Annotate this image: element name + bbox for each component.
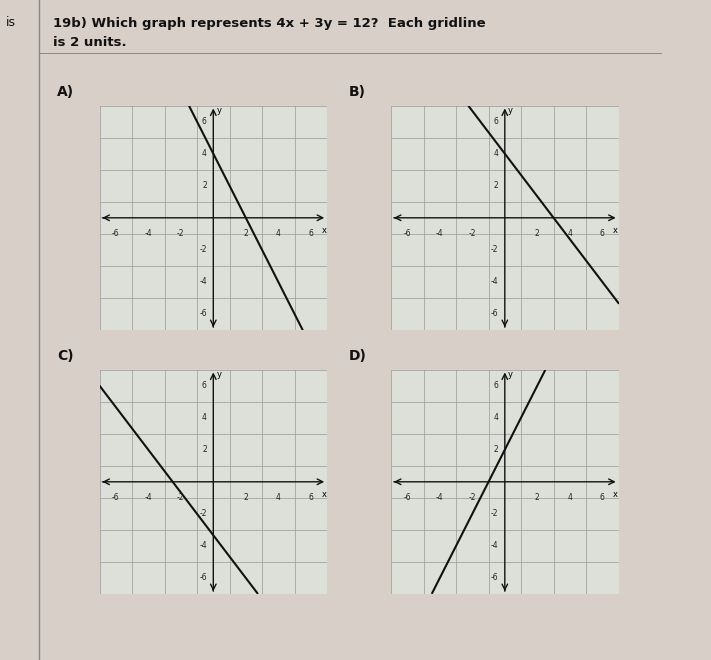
Text: 2: 2: [243, 229, 248, 238]
Text: -2: -2: [199, 246, 207, 254]
Text: -6: -6: [199, 574, 207, 583]
Text: x: x: [613, 490, 618, 499]
Text: -4: -4: [491, 277, 498, 286]
Text: 2: 2: [493, 182, 498, 190]
Text: x: x: [321, 490, 326, 499]
Text: 19b) Which graph represents 4x + 3y = 12?  Each gridline: 19b) Which graph represents 4x + 3y = 12…: [53, 16, 486, 30]
Text: 4: 4: [493, 149, 498, 158]
Text: -4: -4: [144, 229, 152, 238]
Text: -6: -6: [112, 493, 119, 502]
Text: 4: 4: [567, 493, 572, 502]
Text: A): A): [57, 85, 74, 99]
Text: -2: -2: [491, 510, 498, 518]
Text: 6: 6: [309, 229, 314, 238]
Text: -4: -4: [436, 229, 444, 238]
Text: -4: -4: [199, 277, 207, 286]
Text: -6: -6: [199, 310, 207, 319]
Text: -6: -6: [112, 229, 119, 238]
Text: 2: 2: [202, 182, 207, 190]
Text: -6: -6: [403, 493, 411, 502]
Text: -2: -2: [469, 229, 476, 238]
Text: x: x: [613, 226, 618, 235]
Text: D): D): [348, 349, 366, 363]
Text: -4: -4: [491, 541, 498, 550]
Text: -2: -2: [491, 246, 498, 254]
Text: y: y: [508, 106, 513, 115]
Text: 4: 4: [202, 413, 207, 422]
Text: B): B): [348, 85, 365, 99]
Text: 2: 2: [535, 493, 540, 502]
Text: 6: 6: [202, 117, 207, 126]
Text: -2: -2: [177, 229, 185, 238]
Text: 6: 6: [493, 381, 498, 390]
Text: 4: 4: [202, 149, 207, 158]
Text: 6: 6: [493, 117, 498, 126]
Text: 6: 6: [202, 381, 207, 390]
Text: 6: 6: [600, 229, 605, 238]
Text: -6: -6: [491, 310, 498, 319]
Text: y: y: [508, 370, 513, 379]
Text: -4: -4: [144, 493, 152, 502]
Text: 4: 4: [493, 413, 498, 422]
Text: is 2 units.: is 2 units.: [53, 36, 127, 49]
Text: 2: 2: [202, 446, 207, 454]
Text: -2: -2: [469, 493, 476, 502]
Text: 6: 6: [600, 493, 605, 502]
Text: C): C): [57, 349, 73, 363]
Text: -2: -2: [199, 510, 207, 518]
Text: 2: 2: [535, 229, 540, 238]
Text: 6: 6: [309, 493, 314, 502]
Text: -6: -6: [491, 574, 498, 583]
Text: y: y: [216, 106, 222, 115]
Text: x: x: [321, 226, 326, 235]
Text: y: y: [216, 370, 222, 379]
Text: 4: 4: [276, 493, 281, 502]
Text: 4: 4: [567, 229, 572, 238]
Text: 2: 2: [243, 493, 248, 502]
Text: -4: -4: [199, 541, 207, 550]
Text: 4: 4: [276, 229, 281, 238]
Text: 2: 2: [493, 446, 498, 454]
Text: -6: -6: [403, 229, 411, 238]
Text: is: is: [6, 16, 16, 30]
Text: -2: -2: [177, 493, 185, 502]
Text: -4: -4: [436, 493, 444, 502]
